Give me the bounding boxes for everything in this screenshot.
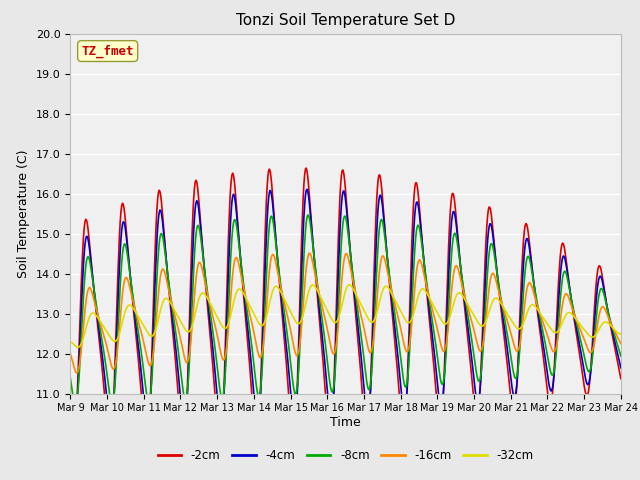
X-axis label: Time: Time — [330, 416, 361, 429]
Text: TZ_fmet: TZ_fmet — [81, 44, 134, 58]
Legend: -2cm, -4cm, -8cm, -16cm, -32cm: -2cm, -4cm, -8cm, -16cm, -32cm — [153, 444, 538, 467]
Title: Tonzi Soil Temperature Set D: Tonzi Soil Temperature Set D — [236, 13, 455, 28]
Y-axis label: Soil Temperature (C): Soil Temperature (C) — [17, 149, 30, 278]
